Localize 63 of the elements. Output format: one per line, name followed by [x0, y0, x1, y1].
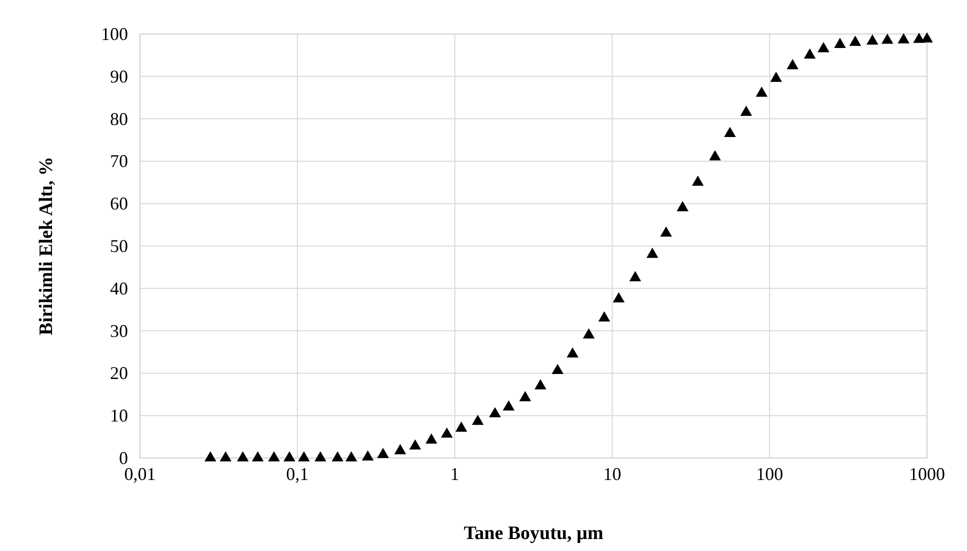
- point: [345, 451, 358, 462]
- point: [332, 451, 344, 462]
- point: [709, 150, 721, 160]
- point: [676, 201, 688, 212]
- x-tick-label: 1: [450, 464, 460, 484]
- y-tick-label: 60: [110, 194, 128, 214]
- y-tick-label: 100: [101, 24, 128, 44]
- point: [298, 451, 310, 462]
- point: [849, 36, 862, 46]
- point: [284, 451, 296, 462]
- y-tick-label: 90: [110, 66, 128, 86]
- y-tick-label: 80: [110, 108, 128, 129]
- point: [534, 379, 546, 390]
- point: [646, 248, 658, 258]
- point: [756, 86, 768, 97]
- y-axis-title: Birikimli Elek Altı, %: [36, 156, 57, 336]
- y-tick-label: 50: [110, 236, 128, 256]
- point: [582, 328, 595, 338]
- point: [268, 451, 280, 462]
- point: [566, 347, 578, 358]
- point: [455, 422, 468, 432]
- x-tick-label: 10: [603, 464, 622, 484]
- point: [770, 72, 782, 82]
- y-tick-label: 10: [110, 406, 128, 426]
- point: [834, 38, 846, 48]
- point: [804, 48, 816, 59]
- point: [314, 451, 326, 462]
- y-tick-label: 20: [110, 363, 128, 384]
- point: [489, 407, 501, 418]
- point: [440, 427, 453, 438]
- y-tick-label: 40: [110, 278, 128, 298]
- point: [724, 126, 736, 138]
- point: [236, 451, 249, 462]
- point: [740, 106, 752, 116]
- point: [220, 451, 232, 462]
- point: [377, 448, 389, 458]
- y-tick-label: 30: [110, 320, 128, 341]
- point: [692, 176, 704, 186]
- point: [786, 59, 798, 70]
- point: [426, 433, 438, 444]
- point: [552, 364, 564, 374]
- point: [898, 33, 910, 44]
- point: [598, 311, 610, 322]
- point: [913, 32, 925, 43]
- point: [881, 34, 894, 44]
- point: [252, 451, 264, 462]
- x-tick-label: 100: [756, 464, 784, 484]
- x-axis-title: Tane Boyutu, µm: [464, 523, 604, 544]
- point: [409, 439, 422, 450]
- point: [660, 226, 672, 237]
- point: [394, 444, 406, 454]
- x-tick-label: 1000: [909, 464, 945, 484]
- point: [612, 292, 625, 302]
- point: [519, 390, 532, 402]
- y-tick-label: 70: [110, 151, 128, 172]
- point: [818, 42, 830, 52]
- point: [204, 451, 216, 462]
- point: [362, 450, 374, 461]
- point: [866, 34, 878, 45]
- point: [629, 271, 642, 282]
- x-tick-label: 0,1: [286, 464, 309, 484]
- point: [502, 400, 515, 411]
- point: [472, 414, 484, 425]
